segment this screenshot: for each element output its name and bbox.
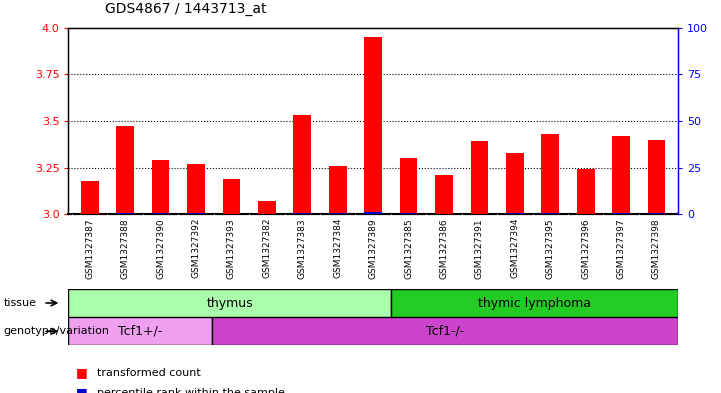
Text: GDS4867 / 1443713_at: GDS4867 / 1443713_at (105, 2, 266, 16)
Text: GSM1327393: GSM1327393 (227, 218, 236, 279)
Bar (399, 158, 417, 214)
Text: GSM1327398: GSM1327398 (652, 218, 661, 279)
Text: GSM1327396: GSM1327396 (581, 218, 590, 279)
Bar (577, 169, 595, 214)
Text: GSM1327382: GSM1327382 (262, 218, 271, 278)
Bar (293, 115, 311, 214)
Bar (329, 213, 347, 214)
Bar (68, 289, 391, 317)
Text: genotype/variation: genotype/variation (4, 326, 110, 336)
Text: thymic lymphoma: thymic lymphoma (478, 296, 591, 310)
Bar (187, 164, 205, 214)
Text: Tcf1-/-: Tcf1-/- (425, 325, 464, 338)
Bar (435, 175, 453, 214)
Bar (223, 179, 240, 214)
Text: GSM1327383: GSM1327383 (298, 218, 306, 279)
Bar (258, 201, 275, 214)
Bar (116, 213, 134, 214)
Bar (391, 289, 678, 317)
Text: GSM1327386: GSM1327386 (440, 218, 448, 279)
Text: GSM1327397: GSM1327397 (616, 218, 626, 279)
Bar (116, 127, 134, 214)
Bar (151, 213, 169, 214)
Bar (541, 213, 559, 214)
Text: GSM1327387: GSM1327387 (85, 218, 94, 279)
Bar (68, 317, 212, 345)
Text: GSM1327388: GSM1327388 (120, 218, 130, 279)
Text: ■: ■ (76, 366, 87, 380)
Bar (293, 213, 311, 214)
Text: GSM1327395: GSM1327395 (546, 218, 554, 279)
Bar (329, 166, 347, 214)
Text: GSM1327394: GSM1327394 (510, 218, 519, 278)
Bar (506, 213, 523, 214)
Bar (187, 213, 205, 214)
Bar (471, 141, 488, 214)
Bar (506, 152, 523, 214)
Text: Tcf1+/-: Tcf1+/- (118, 325, 162, 338)
Text: GSM1327391: GSM1327391 (475, 218, 484, 279)
Bar (212, 317, 678, 345)
Bar (612, 136, 630, 214)
Bar (612, 213, 630, 214)
Text: GSM1327390: GSM1327390 (156, 218, 165, 279)
Bar (364, 212, 382, 214)
Text: ■: ■ (76, 386, 87, 393)
Text: GSM1327384: GSM1327384 (333, 218, 342, 278)
Bar (647, 213, 665, 214)
Text: percentile rank within the sample: percentile rank within the sample (97, 387, 286, 393)
Bar (399, 213, 417, 214)
Bar (151, 160, 169, 214)
Text: GSM1327392: GSM1327392 (192, 218, 200, 278)
Text: GSM1327385: GSM1327385 (404, 218, 413, 279)
Text: thymus: thymus (206, 296, 253, 310)
Bar (364, 37, 382, 214)
Bar (81, 180, 99, 214)
Bar (647, 140, 665, 214)
Text: tissue: tissue (4, 298, 37, 308)
Text: transformed count: transformed count (97, 368, 201, 378)
Text: GSM1327389: GSM1327389 (368, 218, 378, 279)
Bar (541, 134, 559, 214)
